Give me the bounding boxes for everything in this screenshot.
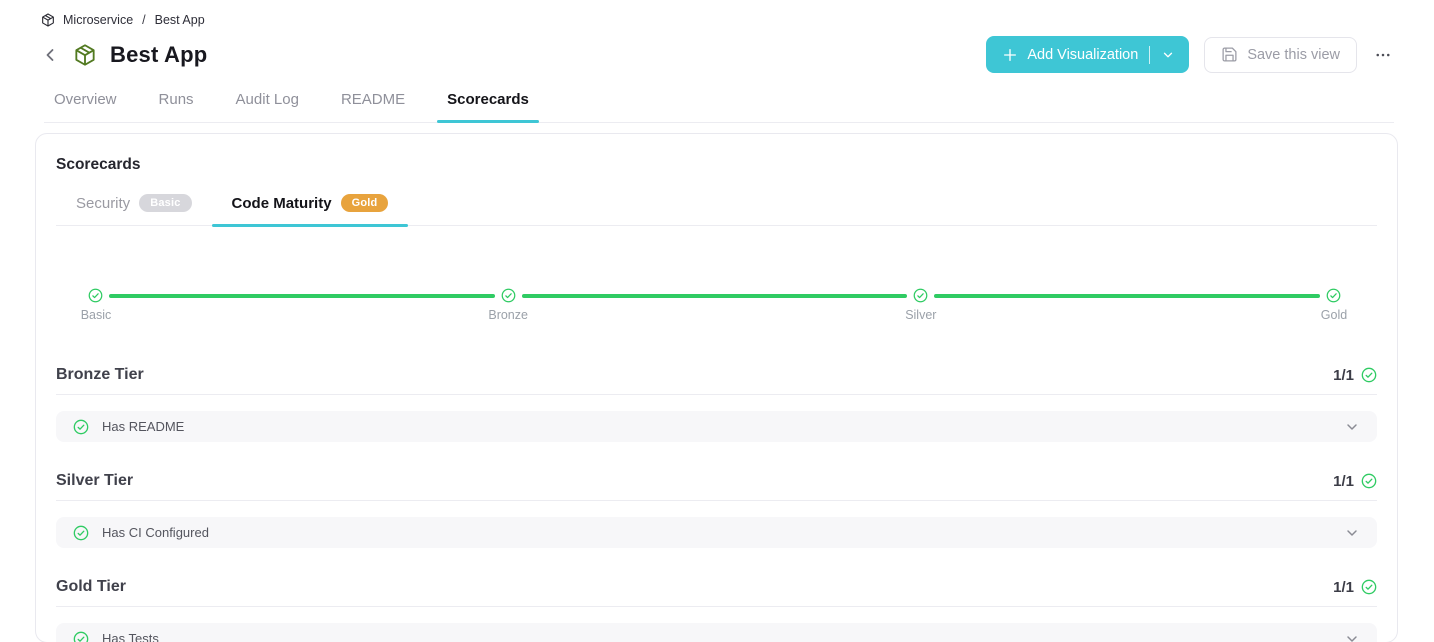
tier-name: Gold Tier [56, 578, 126, 595]
scorecard-tab-code-maturity[interactable]: Code Maturity Gold [211, 188, 409, 227]
stepper-segment [521, 293, 908, 298]
tab-overview[interactable]: Overview [44, 87, 127, 122]
chevron-down-icon[interactable] [1344, 419, 1360, 435]
tier-section-bronze: Bronze Tier 1/1 Has README [56, 366, 1377, 442]
tier-divider [56, 394, 1377, 395]
stepper-label-basic: Basic [80, 308, 112, 322]
scorecard-rule-row[interactable]: Has CI Configured [56, 517, 1377, 548]
entity-header: Best App Add Visualization Save this vie… [40, 36, 1394, 73]
entity-title-group: Best App [40, 42, 207, 68]
entity-tabs: Overview Runs Audit Log README Scorecard… [44, 87, 1394, 123]
tier-name: Bronze Tier [56, 366, 144, 383]
stepper-label-silver: Silver [905, 308, 937, 322]
tier-score: 1/1 [1333, 367, 1377, 384]
tier-score: 1/1 [1333, 579, 1377, 596]
scorecards-card: Scorecards Security Basic Code Maturity … [35, 133, 1398, 642]
check-circle-icon [501, 288, 516, 303]
header-actions: Add Visualization Save this view [986, 36, 1394, 73]
scorecard-tab-label: Code Maturity [231, 194, 332, 212]
stepper-label-bronze: Bronze [488, 308, 528, 322]
page-title: Best App [110, 41, 208, 67]
stepper-segment [934, 293, 1321, 298]
package-icon [72, 42, 98, 68]
check-circle-icon [1361, 579, 1377, 595]
check-circle-icon [73, 525, 89, 541]
save-view-label: Save this view [1247, 46, 1340, 63]
tier-section-silver: Silver Tier 1/1 Has CI Configured [56, 472, 1377, 548]
check-circle-icon [1326, 288, 1341, 303]
stepper-label-gold: Gold [1320, 308, 1348, 322]
tab-readme[interactable]: README [331, 87, 415, 122]
check-circle-icon [73, 419, 89, 435]
stepper-labels: Basic Bronze Silver Gold [81, 308, 1347, 324]
scorecard-tabs: Security Basic Code Maturity Gold [56, 188, 1377, 227]
level-badge-gold: Gold [340, 194, 389, 212]
tab-runs[interactable]: Runs [149, 87, 204, 122]
scorecard-rule-row[interactable]: Has Tests [56, 623, 1377, 642]
chevron-down-icon[interactable] [1161, 48, 1175, 62]
tier-score-value: 1/1 [1333, 472, 1354, 490]
tier-name: Silver Tier [56, 472, 134, 489]
add-visualization-button[interactable]: Add Visualization [986, 36, 1190, 73]
save-icon [1221, 46, 1238, 63]
check-circle-icon [1361, 367, 1377, 383]
package-icon [40, 12, 56, 28]
check-circle-icon [88, 288, 103, 303]
rule-label: Has CI Configured [102, 525, 209, 540]
top-bar: Microservice / Best App Best App Add Vis… [0, 0, 1434, 123]
tier-score-value: 1/1 [1333, 578, 1354, 596]
level-stepper: Basic Bronze Silver Gold [81, 288, 1347, 324]
more-options-button[interactable] [1372, 42, 1394, 68]
breadcrumb-separator: / [142, 13, 146, 27]
tier-score: 1/1 [1333, 473, 1377, 490]
stepper-track [88, 288, 1341, 303]
tier-score-value: 1/1 [1333, 366, 1354, 384]
tier-header: Bronze Tier 1/1 [56, 366, 1377, 384]
tier-header: Silver Tier 1/1 [56, 472, 1377, 490]
tab-audit-log[interactable]: Audit Log [226, 87, 309, 122]
check-circle-icon [1361, 473, 1377, 489]
button-divider [1149, 45, 1151, 64]
tab-scorecards[interactable]: Scorecards [437, 87, 539, 123]
breadcrumb-current-entity: Best App [154, 13, 205, 27]
scorecards-heading: Scorecards [56, 156, 141, 173]
ellipsis-icon [1374, 46, 1392, 64]
tier-divider [56, 606, 1377, 607]
rule-label: Has README [102, 419, 185, 434]
add-visualization-label: Add Visualization [1027, 46, 1139, 63]
chevron-down-icon[interactable] [1344, 525, 1360, 541]
rule-label: Has Tests [102, 631, 159, 642]
check-circle-icon [913, 288, 928, 303]
tier-divider [56, 500, 1377, 501]
save-view-button[interactable]: Save this view [1204, 36, 1357, 73]
breadcrumb-blueprint-link[interactable]: Microservice [63, 13, 134, 27]
scorecard-rule-row[interactable]: Has README [56, 411, 1377, 442]
back-button[interactable] [40, 45, 60, 65]
stepper-segment [109, 293, 495, 298]
tier-header: Gold Tier 1/1 [56, 578, 1377, 596]
breadcrumb: Microservice / Best App [40, 12, 1394, 28]
tier-section-gold: Gold Tier 1/1 Has Tests [56, 578, 1377, 642]
chevron-down-icon[interactable] [1344, 631, 1360, 642]
scorecard-tab-label: Security [76, 194, 131, 212]
scorecard-tab-security[interactable]: Security Basic [56, 188, 212, 225]
level-badge-basic: Basic [139, 194, 192, 212]
plus-icon [1002, 47, 1018, 63]
check-circle-icon [73, 631, 89, 642]
